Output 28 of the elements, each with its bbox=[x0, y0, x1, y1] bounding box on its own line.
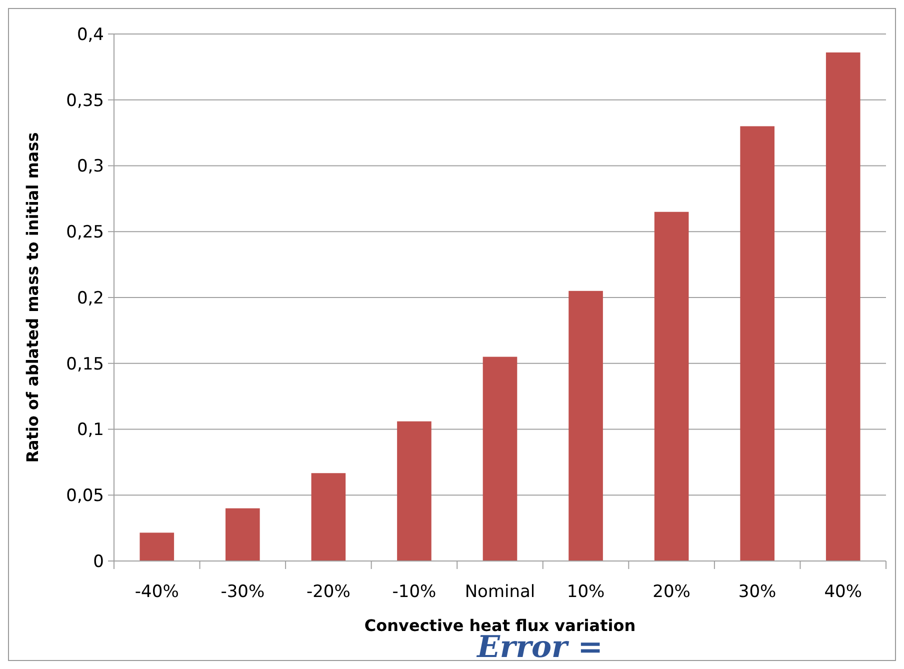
x-tick-label: 20% bbox=[652, 582, 690, 602]
bar bbox=[311, 473, 346, 561]
bar bbox=[140, 532, 174, 561]
x-tick-label: Nominal bbox=[464, 582, 536, 602]
bar bbox=[826, 52, 860, 561]
y-axis-title: Ratio of ablated mass to initial mass bbox=[23, 132, 42, 463]
bar bbox=[740, 126, 774, 561]
y-tick-label: 0,3 bbox=[76, 156, 104, 177]
y-tick-label: 0,35 bbox=[66, 90, 104, 111]
y-tick-label: 0,4 bbox=[76, 24, 104, 45]
bar bbox=[226, 508, 260, 561]
y-tick-label: 0 bbox=[93, 552, 104, 572]
bar bbox=[654, 212, 689, 561]
bar bbox=[397, 421, 432, 561]
bar bbox=[482, 356, 518, 561]
x-tick-label: 30% bbox=[738, 582, 776, 602]
y-tick-label: 0,25 bbox=[66, 222, 104, 243]
x-tick-label: -20% bbox=[306, 582, 350, 602]
x-tick-label: 10% bbox=[566, 582, 605, 602]
bar bbox=[568, 290, 603, 561]
x-tick-label: -40% bbox=[134, 582, 179, 602]
x-tick-label: 40% bbox=[824, 582, 862, 602]
y-tick-label: 0,15 bbox=[66, 354, 104, 374]
y-tick-label: 0,05 bbox=[66, 486, 104, 506]
y-tick-label: 0,1 bbox=[76, 420, 104, 440]
x-tick-label: -10% bbox=[392, 582, 436, 602]
y-tick-label: 0,2 bbox=[76, 288, 104, 308]
x-tick-label: -30% bbox=[220, 582, 265, 602]
